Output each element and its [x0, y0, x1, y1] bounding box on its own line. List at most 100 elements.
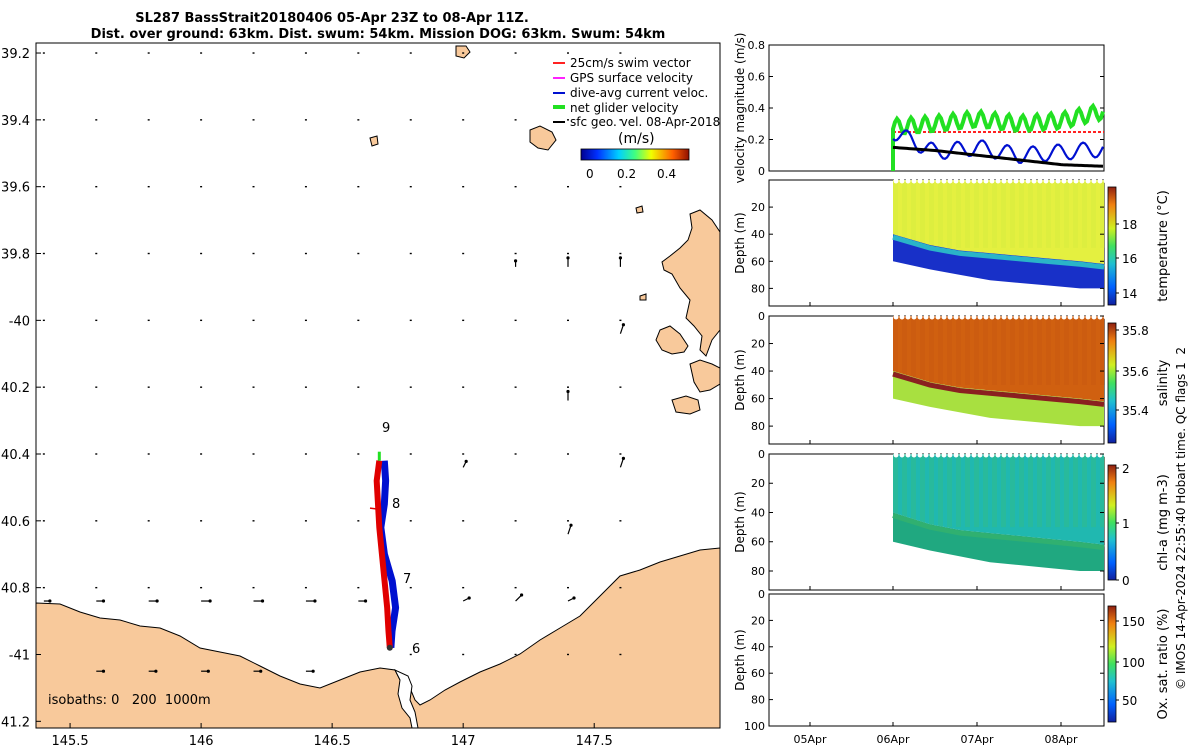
- profile-streak: [1046, 316, 1051, 385]
- current-arrow-head: [311, 669, 315, 673]
- profile-streak: [893, 316, 898, 385]
- map-ytick-label: 39.6: [1, 181, 30, 196]
- time-tick-label: 06Apr: [876, 733, 910, 746]
- profile-streak: [983, 316, 988, 385]
- profile-streak: [992, 316, 997, 385]
- profile-streak: [1082, 454, 1087, 528]
- chla-depth-label: 40: [751, 506, 765, 519]
- temperature-upper-layer: [893, 180, 1104, 264]
- profile-streak: [1091, 180, 1096, 248]
- chla-upper-layer: [893, 454, 1104, 545]
- profile-streak: [902, 180, 907, 248]
- current-arrow-head: [101, 669, 106, 673]
- profile-streak: [983, 180, 988, 248]
- current-arrow-head: [154, 669, 158, 673]
- oxygen-colorbar: [1107, 605, 1117, 723]
- oxygen-depth-label: 100: [744, 720, 765, 733]
- chla-colorbar: [1107, 464, 1117, 581]
- map-ytick-label: -40: [9, 314, 30, 329]
- oxygen-cbar-tick: 50: [1122, 694, 1137, 708]
- flinders-island: [661, 209, 720, 357]
- figure-title-line2: Dist. over ground: 63km. Dist. swum: 54k…: [91, 27, 666, 42]
- profile-streak: [1019, 180, 1024, 248]
- profile-streak: [1082, 180, 1087, 248]
- temperature-depth-label: 40: [751, 228, 765, 241]
- profile-streak: [974, 316, 979, 385]
- map-axis-ticks: 39.2 39.4 39.6 39.8 -40 40.2 40.4 40.6 40.8 -41 41…: [1, 47, 613, 749]
- current-arrow-head: [621, 323, 626, 327]
- temperature-depth-label: 80: [751, 282, 765, 295]
- current-arrow-head: [313, 599, 317, 603]
- chla-cbar-label: chl-a (mg m-3): [1156, 474, 1171, 571]
- legend-net-velocity: net glider velocity: [570, 101, 678, 115]
- glider-surface-track: [373, 460, 393, 649]
- map-xtick-label: 146: [189, 734, 214, 749]
- profile-streak: [1001, 180, 1006, 248]
- velocity-line-0: [891, 102, 1105, 171]
- profile-streak: [1037, 454, 1042, 528]
- salinity-depth-label: 20: [751, 338, 765, 351]
- temperature-cbar-tick: 14: [1122, 287, 1137, 301]
- temperature-bottom-layer: [893, 234, 1104, 289]
- chla-thermocline: [892, 513, 1105, 551]
- profile-streak: [947, 180, 952, 248]
- glider-position: [386, 644, 393, 651]
- map-ytick-label: 41.2: [1, 715, 30, 730]
- colorbar-label: (m/s): [618, 131, 655, 147]
- speed-colorbar: [580, 148, 690, 161]
- small-rock: [635, 205, 644, 214]
- legend-swim-vector: 25cm/s swim vector: [570, 56, 691, 70]
- kent-group-island: [529, 125, 557, 151]
- velocity-line-2: [892, 145, 1104, 168]
- temperature-thermocline: [892, 234, 1105, 270]
- small-rock: [639, 293, 647, 301]
- current-arrow-head: [260, 599, 265, 603]
- profile-streak: [1091, 454, 1096, 528]
- map-xtick-label: 145.5: [51, 734, 88, 749]
- profile-streak: [1046, 180, 1051, 248]
- chla-depth-label: 80: [751, 565, 765, 578]
- velocity-tick-label: 0.8: [748, 39, 766, 52]
- map-xtick-label: 147.5: [576, 734, 613, 749]
- oxygen-depth-label: 60: [751, 667, 765, 680]
- profile-streak: [956, 180, 961, 248]
- map-ytick-label: 40.2: [1, 381, 30, 396]
- profile-streak: [902, 316, 907, 385]
- chla-depth-label: 0: [758, 448, 765, 461]
- salinity-cbar-tick: 35.6: [1122, 365, 1149, 379]
- profile-streak: [1037, 180, 1042, 248]
- profile-streak: [983, 454, 988, 528]
- oxygen-depth-label: 80: [751, 694, 765, 707]
- figure-title-line1: SL287 BassStrait20180406 05-Apr 23Z to 0…: [135, 11, 529, 26]
- current-arrow-head: [48, 599, 52, 603]
- small-island: [689, 359, 720, 393]
- map-ytick-label: 39.4: [1, 114, 30, 129]
- profile-streak: [1100, 316, 1105, 385]
- profile-streak: [1028, 454, 1033, 528]
- profile-streak: [893, 180, 898, 248]
- profile-streak: [1010, 316, 1015, 385]
- isobath-note: isobaths: 0 200 1000m: [48, 693, 211, 708]
- profile-streak: [1001, 454, 1006, 528]
- profile-streak: [1046, 454, 1051, 528]
- profile-streak: [1019, 454, 1024, 528]
- profile-streak: [1073, 180, 1078, 248]
- current-arrow-head: [363, 599, 368, 603]
- legend-dive-avg: dive-avg current veloc.: [570, 86, 708, 100]
- current-arrow-head: [208, 599, 212, 603]
- temperature-colorbar: [1107, 186, 1117, 306]
- legend-gps-velocity: GPS surface velocity: [570, 71, 693, 85]
- profile-streak: [938, 180, 943, 248]
- profile-streak: [938, 316, 943, 385]
- profile-streak: [956, 454, 961, 528]
- profile-streak: [1010, 180, 1015, 248]
- time-tick-label: 05Apr: [793, 733, 827, 746]
- profile-streak: [929, 180, 934, 248]
- map-ytick-label: 39.2: [1, 47, 30, 62]
- profile-streak: [1064, 454, 1069, 528]
- velocity-panel: 0 0.2 0.4 0.6 0.8 velocity magnitude (m/s): [733, 33, 1105, 183]
- velocity-tick-label: 0: [758, 165, 765, 178]
- temperature-depth-label: 20: [751, 201, 765, 214]
